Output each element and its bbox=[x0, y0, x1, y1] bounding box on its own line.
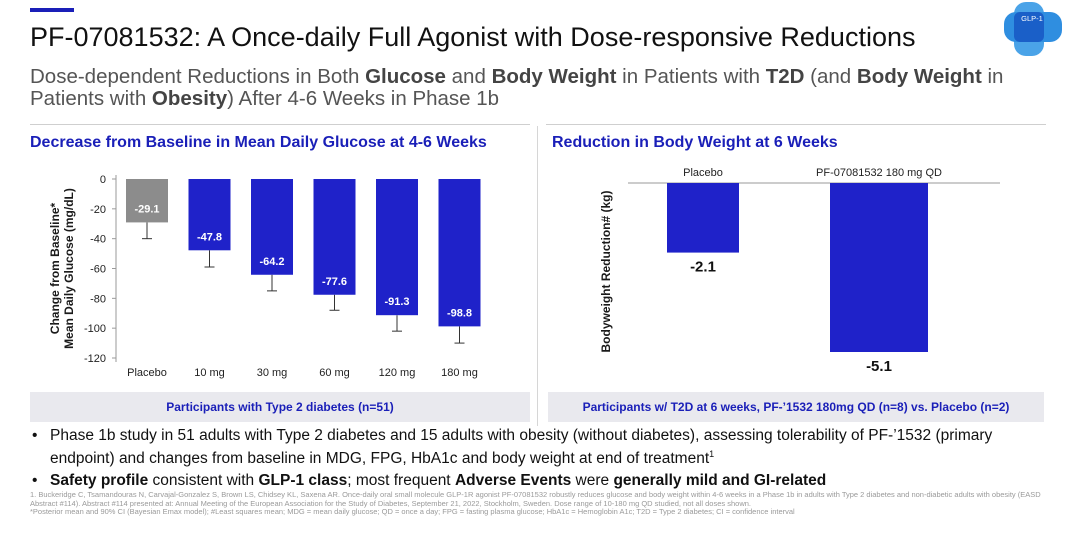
weight-chart-footer: Participants w/ T2D at 6 weeks, PF-’1532… bbox=[548, 392, 1044, 422]
bar-value-label: -91.3 bbox=[384, 296, 409, 308]
category-label: Placebo bbox=[683, 167, 723, 179]
weight-chart-title: Reduction in Body Weight at 6 Weeks bbox=[552, 134, 838, 151]
page-subtitle: Dose-dependent Reductions in Both Glucos… bbox=[30, 66, 1030, 110]
subtitle-segment: ) After 4-6 Weeks in Phase 1b bbox=[227, 87, 500, 110]
subtitle-segment: Glucose bbox=[365, 65, 446, 88]
bullet-item: • Safety profile consistent with GLP-1 cl… bbox=[32, 472, 1042, 490]
bullet-segment: GLP-1 class bbox=[258, 472, 348, 490]
bullet-segment: Adverse Events bbox=[454, 472, 572, 490]
bar-placebo bbox=[667, 183, 739, 253]
page-title: PF-07081532: A Once-daily Full Agonist w… bbox=[30, 22, 916, 52]
bar-value-label: -47.8 bbox=[197, 231, 222, 243]
y-tick-label: -80 bbox=[90, 293, 106, 305]
subtitle-segment: Obesity bbox=[151, 87, 228, 110]
subtitle-segment: and bbox=[445, 65, 492, 88]
left-section-divider bbox=[30, 124, 530, 125]
subtitle-segment: Body Weight bbox=[491, 65, 617, 88]
bar-value-label: -29.1 bbox=[134, 203, 159, 215]
subtitle-segment: Dose-dependent Reductions in Both bbox=[30, 65, 366, 88]
bar-30-mg bbox=[251, 179, 293, 275]
bar-value-label: -77.6 bbox=[322, 276, 347, 288]
y-tick-label: -20 bbox=[90, 204, 106, 216]
abbreviations-footnote: *Posterior mean and 90% CI (Bayesian Ema… bbox=[30, 507, 795, 517]
bar-value-label: -5.1 bbox=[866, 358, 892, 375]
bullet-item: • Phase 1b study in 51 adults with Type 2… bbox=[32, 427, 1042, 468]
glp1-cross-logo-icon: GLP-1 bbox=[1004, 2, 1062, 56]
bar-pf-07081532 bbox=[830, 183, 928, 352]
logo-label: GLP-1 bbox=[1021, 14, 1043, 23]
bullet-segment: Safety profile bbox=[50, 472, 149, 490]
bullet-list: • Phase 1b study in 51 adults with Type 2… bbox=[32, 427, 1042, 494]
bar-180-mg bbox=[438, 179, 481, 327]
bar-60-mg bbox=[313, 179, 356, 295]
subtitle-segment: in Patients with bbox=[616, 65, 766, 88]
subtitle-segment: in Patients with bbox=[30, 65, 1004, 110]
x-tick-label: 60 mg bbox=[319, 367, 350, 379]
x-tick-label: 10 mg bbox=[194, 367, 225, 379]
title-accent-bar bbox=[30, 8, 74, 12]
bar-value-label: -98.8 bbox=[447, 307, 472, 319]
x-tick-label: 120 mg bbox=[379, 367, 416, 379]
y-tick-label: -120 bbox=[84, 353, 106, 365]
bullet-segment: 1 bbox=[709, 449, 715, 459]
y-axis-label: Bodyweight Reduction# (kg) bbox=[599, 190, 613, 352]
glucose-chart-footer: Participants with Type 2 diabetes (n=51) bbox=[30, 392, 530, 422]
y-tick-label: -100 bbox=[84, 323, 106, 335]
glucose-chart-title: Decrease from Baseline in Mean Daily Glu… bbox=[30, 134, 487, 151]
footnotes: 1. Buckeridge C, Tsamandouras N, Carvaja… bbox=[30, 490, 1055, 517]
y-tick-label: -60 bbox=[90, 264, 106, 276]
bullet-dot-icon: • bbox=[32, 427, 38, 444]
bar-120-mg bbox=[376, 179, 418, 316]
bar-10-mg bbox=[188, 179, 231, 251]
bullet-text: Safety profile consistent with GLP-1 cla… bbox=[50, 472, 826, 489]
subtitle-segment: (and bbox=[804, 65, 857, 88]
vertical-divider bbox=[537, 126, 538, 426]
bullet-segment: generally mild and GI-related bbox=[613, 472, 827, 490]
bullet-text: Phase 1b study in 51 adults with Type 2 … bbox=[50, 427, 992, 467]
bullet-segment: consistent with bbox=[148, 472, 259, 490]
x-tick-label: 30 mg bbox=[257, 367, 288, 379]
x-tick-label: 180 mg bbox=[441, 367, 478, 379]
x-tick-label: Placebo bbox=[127, 367, 167, 379]
glucose-bar-chart: 0 -20 -40 -60 -80 -100 -120 Change from Baselin… bbox=[48, 174, 481, 379]
bullet-dot-icon: • bbox=[32, 472, 38, 490]
subtitle-segment: Body Weight bbox=[856, 65, 982, 88]
weight-bar-chart: Bodyweight Reduction# (kg) Placebo -2.1 PF-… bbox=[599, 167, 1000, 375]
y-tick-label: 0 bbox=[100, 174, 106, 186]
bar-value-label: -64.2 bbox=[259, 256, 284, 268]
bar-value-label: -2.1 bbox=[690, 259, 716, 276]
y-tick-label: -40 bbox=[90, 234, 106, 246]
right-section-divider bbox=[546, 124, 1046, 125]
subtitle-segment: T2D bbox=[765, 65, 805, 88]
category-label: PF-07081532 180 mg QD bbox=[816, 167, 942, 179]
y-axis-label: Change from Baseline*Mean Daily Glucose … bbox=[48, 188, 76, 349]
bullet-segment: ; most frequent bbox=[347, 472, 455, 490]
reference-footnote: 1. Buckeridge C, Tsamandouras N, Carvaja… bbox=[30, 490, 1041, 508]
bullet-segment: Phase 1b study in 51 adults with Type 2 … bbox=[50, 427, 993, 468]
bar-placebo bbox=[126, 179, 168, 223]
bullet-segment: were bbox=[571, 472, 614, 490]
